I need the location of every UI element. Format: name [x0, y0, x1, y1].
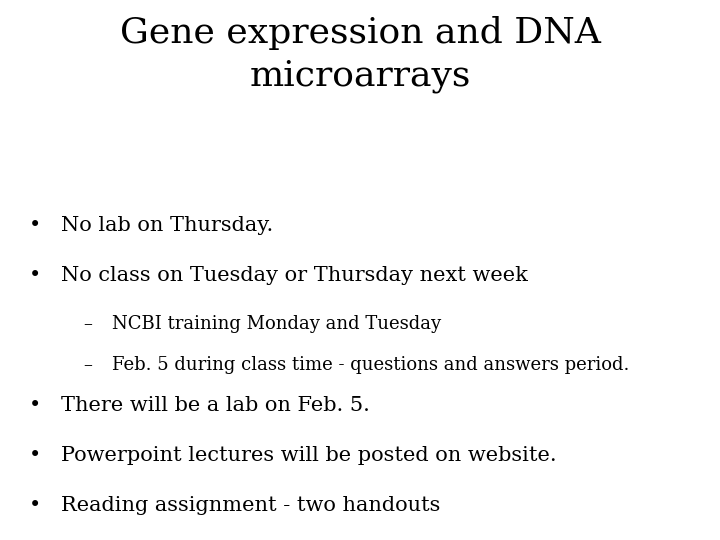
Text: Reading assignment - two handouts: Reading assignment - two handouts	[61, 496, 441, 515]
Text: There will be a lab on Feb. 5.: There will be a lab on Feb. 5.	[61, 396, 370, 415]
Text: Gene expression and DNA
microarrays: Gene expression and DNA microarrays	[120, 16, 600, 93]
Text: •: •	[29, 266, 41, 285]
Text: No class on Tuesday or Thursday next week: No class on Tuesday or Thursday next wee…	[61, 266, 528, 285]
Text: •: •	[29, 446, 41, 465]
Text: •: •	[29, 496, 41, 515]
Text: No lab on Thursday.: No lab on Thursday.	[61, 216, 274, 235]
Text: Feb. 5 during class time - questions and answers period.: Feb. 5 during class time - questions and…	[112, 356, 629, 374]
Text: •: •	[29, 396, 41, 415]
Text: –: –	[83, 315, 91, 333]
Text: •: •	[29, 216, 41, 235]
Text: Powerpoint lectures will be posted on website.: Powerpoint lectures will be posted on we…	[61, 446, 557, 465]
Text: –: –	[83, 356, 91, 374]
Text: NCBI training Monday and Tuesday: NCBI training Monday and Tuesday	[112, 315, 441, 333]
